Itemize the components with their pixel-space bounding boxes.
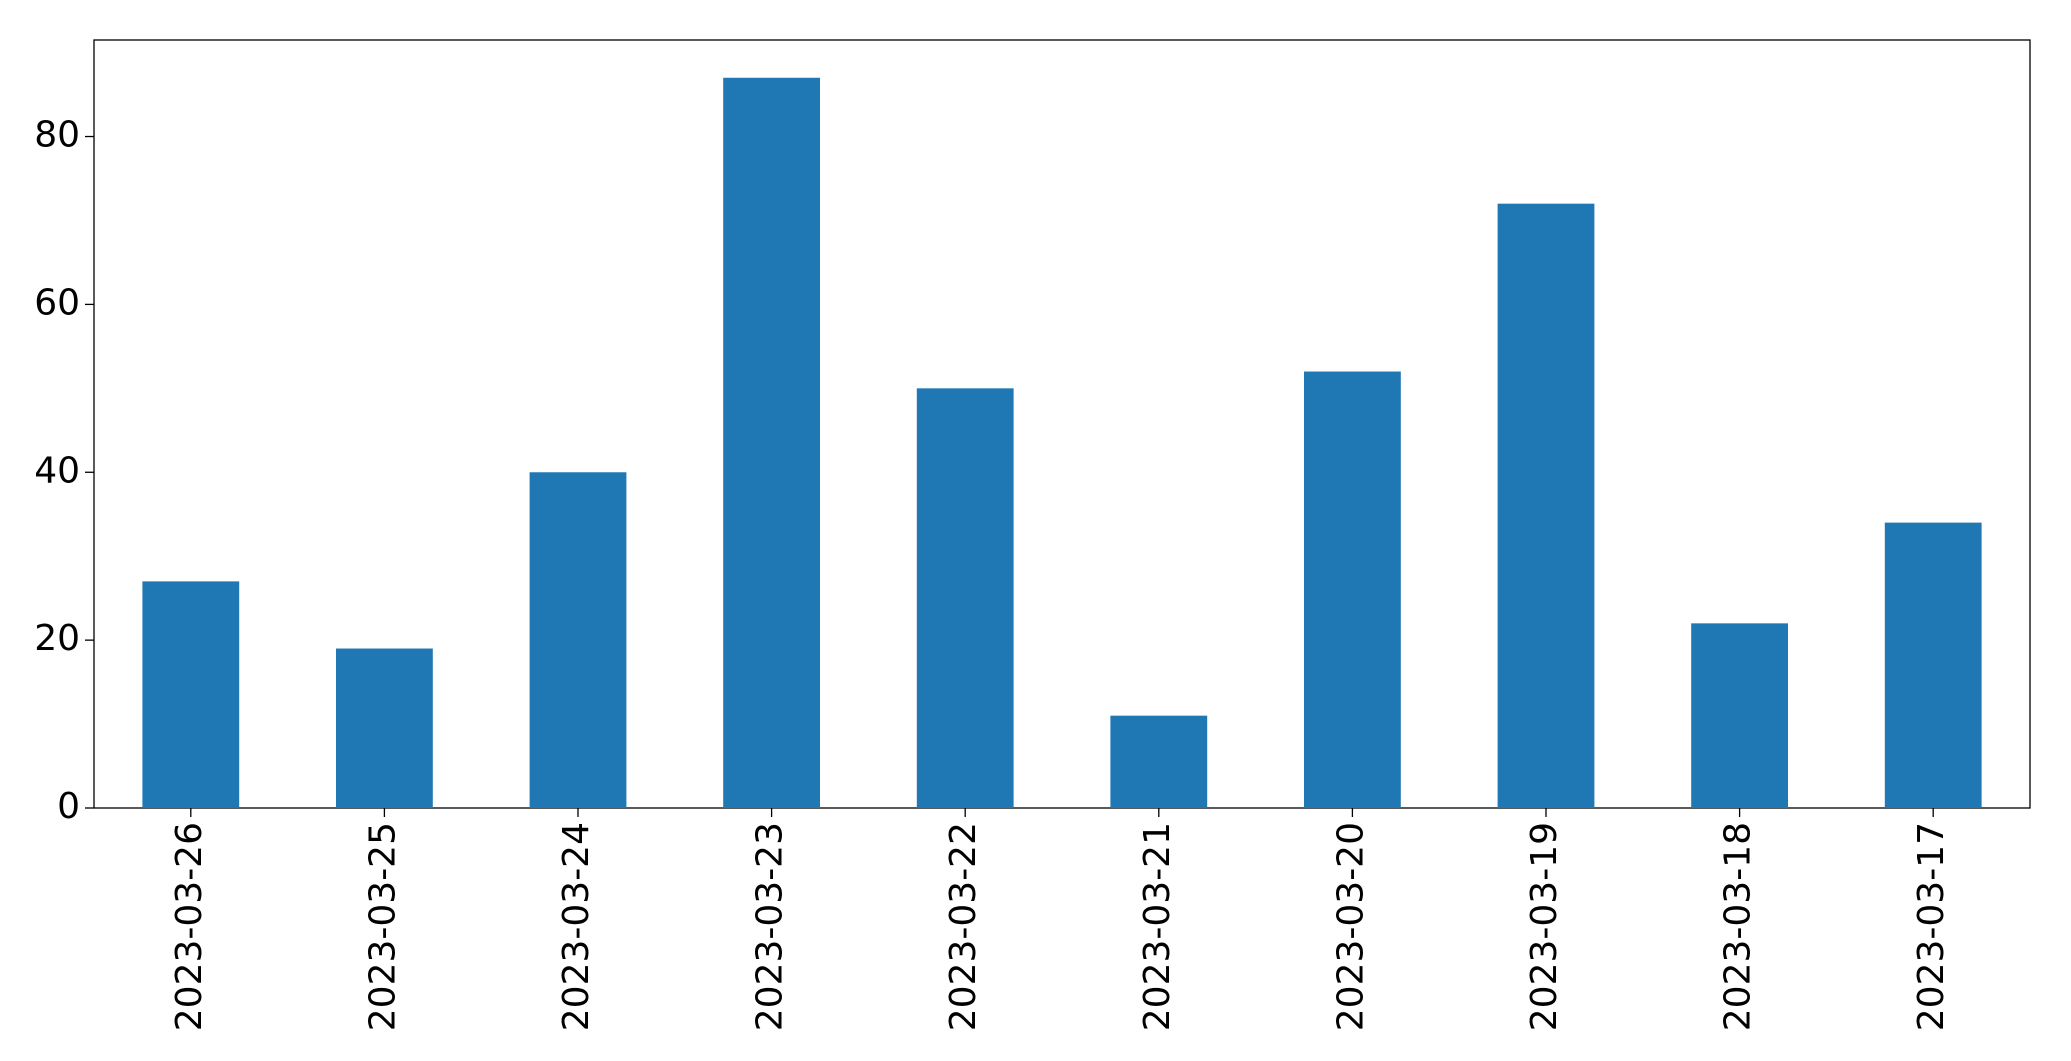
bar bbox=[336, 648, 433, 808]
y-tick-label: 80 bbox=[34, 115, 80, 156]
bar bbox=[1884, 522, 1982, 808]
x-tick-label: 2023-03-23 bbox=[750, 822, 791, 1031]
x-tick-label: 2023-03-24 bbox=[556, 822, 597, 1031]
bar bbox=[723, 77, 820, 808]
bar bbox=[1110, 715, 1208, 808]
x-tick-label: 2023-03-18 bbox=[1718, 822, 1759, 1031]
x-tick-label: 2023-03-22 bbox=[943, 822, 984, 1031]
x-tick-label: 2023-03-21 bbox=[1137, 822, 1178, 1031]
bar bbox=[142, 581, 240, 808]
x-tick-label: 2023-03-26 bbox=[169, 822, 210, 1031]
bar bbox=[1304, 371, 1401, 808]
y-tick-label: 40 bbox=[34, 450, 80, 491]
bar bbox=[1691, 623, 1788, 808]
bar bbox=[529, 472, 627, 808]
y-tick-label: 0 bbox=[57, 786, 80, 827]
bar bbox=[916, 388, 1014, 808]
x-tick-label: 2023-03-25 bbox=[362, 822, 403, 1031]
axes-frame bbox=[93, 39, 2031, 809]
bar bbox=[1497, 203, 1595, 809]
y-tick-label: 60 bbox=[34, 282, 80, 323]
x-tick-label: 2023-03-19 bbox=[1524, 822, 1565, 1031]
x-tick-label: 2023-03-20 bbox=[1330, 822, 1371, 1031]
x-tick-label: 2023-03-17 bbox=[1911, 822, 1952, 1031]
y-tick-label: 20 bbox=[34, 618, 80, 659]
